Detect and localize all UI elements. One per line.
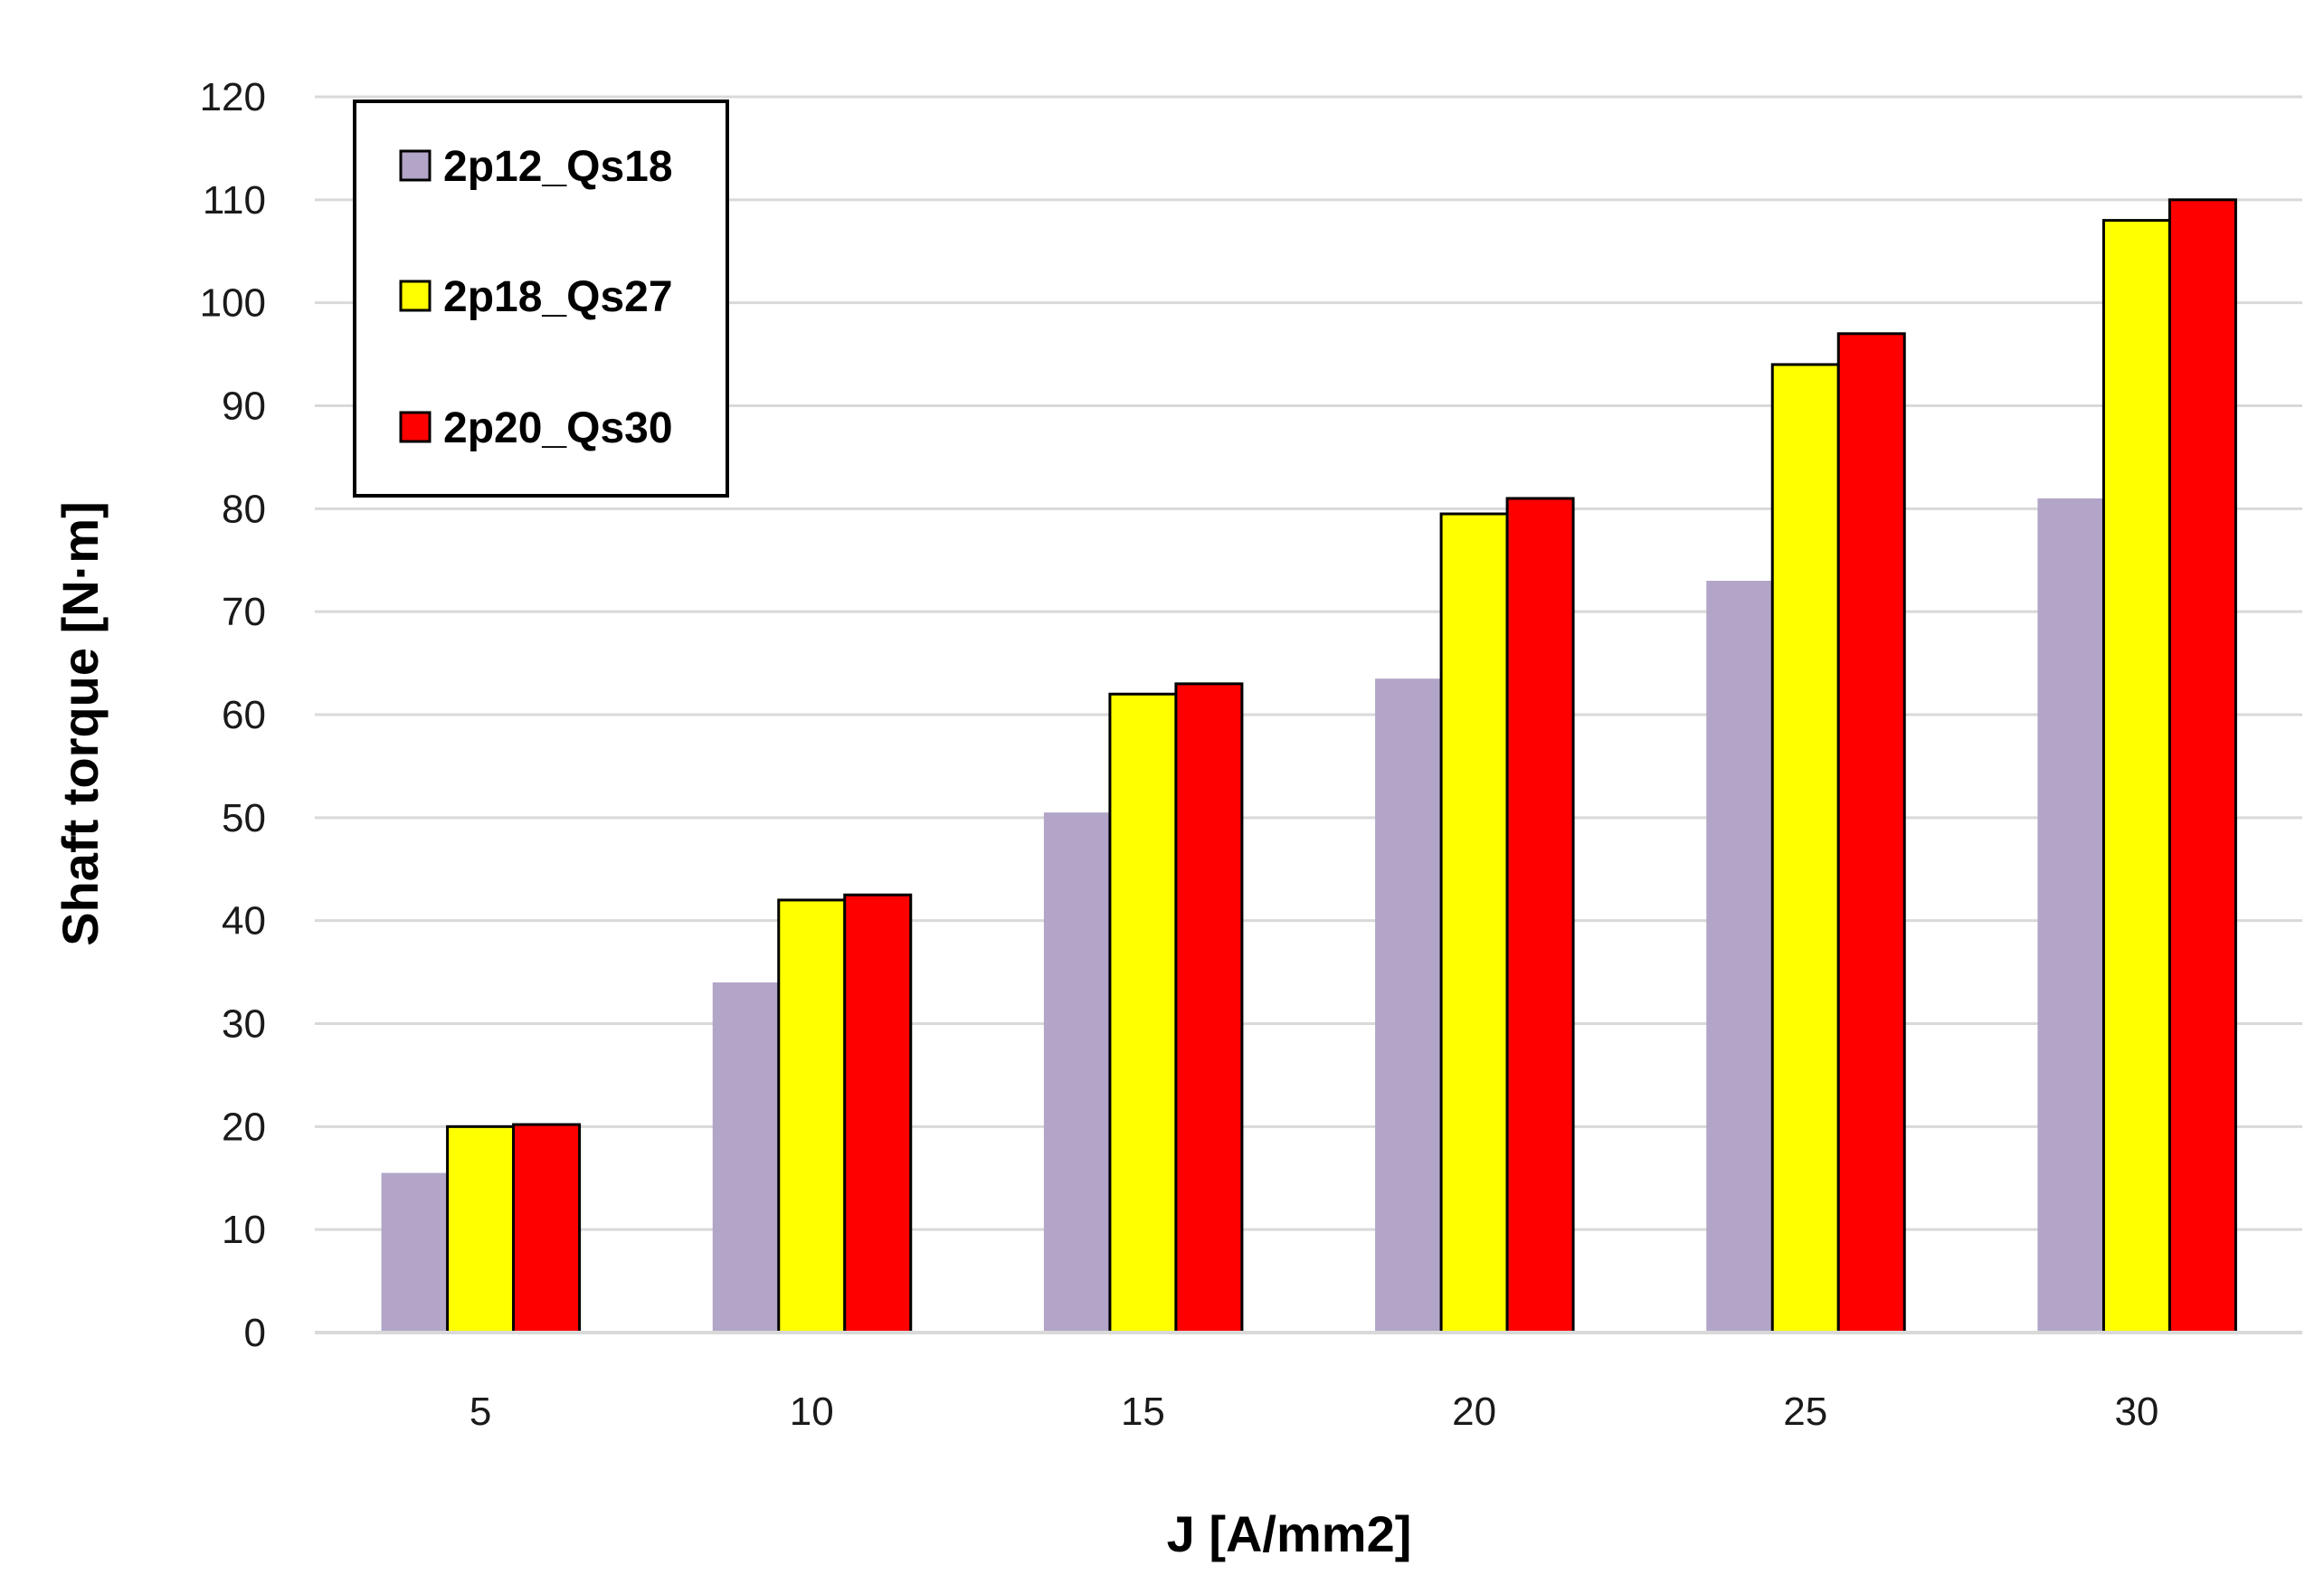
x-tick-label: 15 <box>1121 1390 1165 1434</box>
bar-2p20_Qs30-15 <box>1174 682 1244 1334</box>
y-tick-label: 100 <box>200 281 266 326</box>
y-tick-label: 0 <box>244 1311 266 1355</box>
y-tick-label: 10 <box>222 1208 266 1252</box>
bar-2p20_Qs30-10 <box>843 893 913 1334</box>
bar-2p18_Qs27-30 <box>2101 219 2171 1334</box>
x-tick-label: 5 <box>470 1390 491 1434</box>
y-tick-label: 110 <box>203 178 266 223</box>
y-tick-label: 30 <box>222 1002 266 1047</box>
bar-2p18_Qs27-15 <box>1108 692 1178 1334</box>
y-tick-label: 80 <box>222 487 266 531</box>
y-tick-label: 90 <box>222 384 266 429</box>
legend-swatch-2p12_Qs18 <box>399 149 432 182</box>
legend-label-2p20_Qs30: 2p20_Qs30 <box>443 404 673 452</box>
x-tick-label: 20 <box>1452 1390 1496 1434</box>
bar-2p20_Qs30-30 <box>2167 198 2237 1334</box>
y-axis-title: Shaft torque [N·m] <box>52 501 109 946</box>
bar-2p12_Qs18-15 <box>1043 812 1110 1333</box>
bar-2p20_Qs30-25 <box>1836 332 1906 1334</box>
y-tick-label: 120 <box>200 75 266 119</box>
y-tick-label: 60 <box>222 693 266 737</box>
y-tick-label: 20 <box>222 1105 266 1149</box>
y-tick-labels: 0 10 20 30 40 50 60 70 80 90 100 110 120 <box>200 75 266 1355</box>
legend-swatch-2p18_Qs27 <box>399 280 432 312</box>
legend-label-2p18_Qs27: 2p18_Qs27 <box>443 273 673 321</box>
bar-2p18_Qs27-10 <box>777 898 847 1334</box>
bar-2p18_Qs27-25 <box>1770 363 1840 1334</box>
x-tick-label: 10 <box>790 1390 834 1434</box>
x-tick-labels: 5 10 15 20 25 30 <box>470 1390 2159 1434</box>
y-tick-label: 50 <box>222 796 266 840</box>
x-axis-title: J [A/mm2] <box>1167 1505 1412 1562</box>
legend-label-2p12_Qs18: 2p12_Qs18 <box>443 143 673 191</box>
bar-2p20_Qs30-20 <box>1505 497 1575 1334</box>
bars <box>315 198 2302 1334</box>
y-tick-label: 70 <box>222 590 266 634</box>
x-tick-label: 25 <box>1783 1390 1827 1434</box>
bar-2p12_Qs18-30 <box>2037 498 2104 1333</box>
bar-2p12_Qs18-5 <box>381 1172 448 1333</box>
legend-swatch-2p20_Qs30 <box>399 411 432 443</box>
bar-2p12_Qs18-10 <box>712 982 779 1333</box>
bar-2p20_Qs30-5 <box>512 1123 582 1334</box>
bar-2p12_Qs18-25 <box>1706 581 1773 1333</box>
legend: 2p12_Qs18 2p18_Qs27 2p20_Qs30 <box>353 100 729 498</box>
bar-2p18_Qs27-5 <box>446 1124 516 1334</box>
y-tick-label: 40 <box>222 899 266 944</box>
x-tick-label: 30 <box>2114 1390 2158 1434</box>
bar-2p18_Qs27-20 <box>1439 512 1509 1334</box>
bar-2p12_Qs18-20 <box>1375 678 1442 1333</box>
